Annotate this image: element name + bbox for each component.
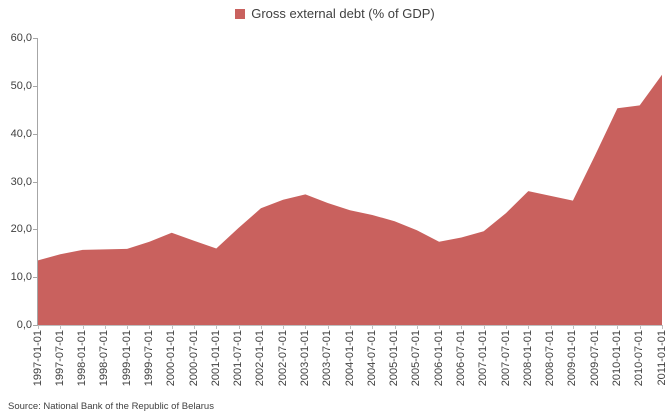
- x-axis-line: [33, 325, 663, 326]
- x-tick-label: 2000-01-01: [165, 330, 178, 387]
- x-tick-label: 2006-01-01: [432, 330, 445, 387]
- x-tick-label: 2001-07-01: [232, 330, 245, 387]
- x-tick-label: 2007-07-01: [499, 330, 512, 387]
- x-tick-label: 2004-01-01: [343, 330, 356, 387]
- x-tick-label: 2008-07-01: [544, 330, 557, 387]
- x-tick: [662, 325, 663, 329]
- legend-marker-icon: [235, 8, 246, 19]
- source-note: Source: National Bank of the Republic of…: [8, 401, 214, 412]
- y-tick: [33, 133, 38, 135]
- x-tick: [194, 325, 195, 329]
- y-tick-label: 20,0: [10, 223, 32, 236]
- x-tick-label: 2003-07-01: [321, 330, 334, 387]
- x-tick: [617, 325, 619, 329]
- x-tick-label: 1997-07-01: [53, 330, 66, 387]
- x-tick-label: 2008-01-01: [521, 330, 534, 387]
- x-tick: [305, 325, 307, 329]
- x-tick-label: 1999-07-01: [142, 330, 155, 387]
- x-tick: [238, 325, 240, 329]
- x-tick-label: 2009-07-01: [588, 330, 601, 387]
- x-tick-label: 2011-01-01: [655, 330, 668, 386]
- x-tick-label: 2001-01-01: [209, 330, 222, 387]
- x-tick: [283, 325, 285, 329]
- y-tick: [33, 38, 38, 39]
- x-tick-label: 2009-01-01: [566, 330, 579, 387]
- y-tick-label: 10,0: [10, 271, 32, 284]
- x-tick: [506, 325, 507, 329]
- y-tick-label: 50,0: [10, 79, 32, 92]
- x-tick: [572, 325, 574, 329]
- legend-label: Gross external debt (% of GDP): [251, 6, 435, 21]
- x-tick: [416, 325, 418, 329]
- x-tick-label: 2010-01-01: [610, 330, 623, 387]
- x-tick: [550, 325, 552, 329]
- x-tick: [595, 325, 597, 329]
- y-tick-label: 40,0: [10, 127, 32, 140]
- x-tick-label: 2005-07-01: [410, 330, 423, 387]
- area-series-plot: [38, 74, 662, 325]
- x-tick-label: 1998-01-01: [76, 330, 89, 387]
- x-tick-label: 2007-01-01: [477, 330, 490, 387]
- x-tick: [483, 325, 485, 329]
- y-tick: [33, 85, 38, 87]
- x-tick-label: 2002-07-01: [276, 330, 289, 387]
- x-tick: [38, 325, 39, 329]
- x-tick: [639, 325, 641, 329]
- y-tick-label: 0,0: [16, 319, 32, 331]
- x-tick-label: 2004-07-01: [365, 330, 378, 387]
- x-tick-label: 1999-01-01: [120, 330, 133, 387]
- x-tick: [82, 325, 84, 329]
- x-tick-label: 1998-07-01: [98, 330, 111, 387]
- x-tick: [439, 325, 441, 329]
- x-tick: [327, 325, 329, 329]
- x-tick: [60, 325, 62, 329]
- x-tick: [394, 325, 396, 329]
- x-tick: [350, 325, 351, 329]
- x-tick: [104, 325, 106, 329]
- x-tick-label: 1997-01-01: [31, 330, 44, 387]
- x-tick: [171, 325, 173, 329]
- y-tick-label: 30,0: [10, 175, 32, 188]
- x-tick: [461, 325, 463, 329]
- x-tick: [149, 325, 151, 329]
- x-tick-label: 2005-01-01: [388, 330, 401, 387]
- y-tick: [33, 181, 38, 183]
- x-tick: [216, 325, 218, 329]
- y-tick: [33, 277, 38, 279]
- x-tick-label: 2000-07-01: [187, 330, 200, 387]
- x-tick: [372, 325, 374, 329]
- legend: Gross external debt (% of GDP): [0, 6, 670, 21]
- x-tick-label: 2003-01-01: [298, 330, 311, 387]
- x-tick-label: 2006-07-01: [454, 330, 467, 387]
- area-series: [38, 74, 662, 325]
- x-tick: [260, 325, 262, 329]
- y-tick-label: 60,0: [10, 32, 32, 44]
- x-tick: [528, 325, 530, 329]
- x-tick-label: 2010-07-01: [633, 330, 646, 387]
- x-tick-label: 2002-01-01: [254, 330, 267, 387]
- y-tick: [33, 325, 38, 326]
- x-tick: [127, 325, 129, 329]
- y-tick: [33, 229, 38, 231]
